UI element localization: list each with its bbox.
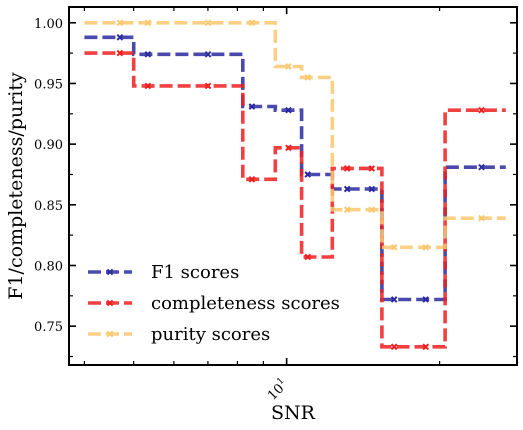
y-axis-label: F1/completeness/purity xyxy=(5,72,27,300)
series-line-completeness xyxy=(84,51,506,349)
legend-label: completeness scores xyxy=(151,293,340,314)
series-line-purity xyxy=(84,21,506,250)
series-completeness xyxy=(84,49,506,351)
data-point-completeness xyxy=(390,343,398,351)
data-point-purity xyxy=(390,243,398,251)
data-point-f1 xyxy=(390,296,398,303)
series-purity xyxy=(84,19,506,251)
legend-entry-f1: F1 scores xyxy=(88,262,239,283)
data-point-purity xyxy=(368,206,376,213)
data-point-f1 xyxy=(478,163,485,171)
legend-entry-purity: purity scores xyxy=(88,324,270,345)
data-point-f1 xyxy=(116,34,124,41)
data-point-f1 xyxy=(144,51,152,58)
y-tick-label: 1.00 xyxy=(34,17,63,32)
data-point-completeness xyxy=(343,165,351,172)
data-point-purity xyxy=(116,19,124,27)
data-point-purity xyxy=(144,19,152,27)
legend-marker xyxy=(106,330,114,338)
legend-label: F1 scores xyxy=(151,262,239,283)
data-point-purity xyxy=(422,243,430,251)
data-point-completeness xyxy=(285,144,292,152)
data-point-purity xyxy=(343,206,351,213)
data-point-purity xyxy=(285,63,292,70)
data-point-purity xyxy=(478,214,485,222)
series-layer xyxy=(84,19,506,351)
series-f1 xyxy=(84,34,506,303)
data-point-f1 xyxy=(368,185,376,193)
data-point-purity xyxy=(204,19,212,27)
data-point-f1 xyxy=(285,106,292,114)
legend-label: purity scores xyxy=(151,324,270,345)
data-point-completeness xyxy=(368,165,376,172)
data-point-completeness xyxy=(304,253,312,261)
data-point-purity xyxy=(248,19,256,27)
y-tick-label: 0.85 xyxy=(34,199,63,214)
data-point-completeness xyxy=(144,82,152,90)
series-line-f1 xyxy=(84,35,506,302)
y-tick-label: 0.80 xyxy=(34,259,63,274)
data-point-f1 xyxy=(248,103,256,110)
data-point-f1 xyxy=(204,51,212,58)
plot-frame xyxy=(68,6,518,366)
data-point-completeness xyxy=(248,176,256,183)
y-tick-label: 0.95 xyxy=(34,77,63,92)
data-point-completeness xyxy=(422,343,430,351)
y-tick-label: 0.90 xyxy=(34,138,63,153)
ticks-layer: 0.75 0.80 0.85 0.90 0.95 1.00 101 xyxy=(34,7,517,404)
data-point-f1 xyxy=(304,171,312,178)
x-tick-label: 101 xyxy=(264,376,292,404)
legend: F1 scores completeness scores purity score… xyxy=(88,262,340,345)
data-point-completeness xyxy=(478,106,485,114)
legend-entry-completeness: completeness scores xyxy=(88,293,340,314)
x-axis-label: SNR xyxy=(271,402,316,424)
data-point-f1 xyxy=(422,296,430,303)
y-tick-label: 0.75 xyxy=(34,320,63,335)
legend-marker xyxy=(106,268,114,276)
data-point-purity xyxy=(304,74,312,81)
legend-marker xyxy=(106,299,114,307)
data-point-f1 xyxy=(343,185,351,193)
data-point-completeness xyxy=(204,82,212,90)
data-point-completeness xyxy=(116,49,124,57)
